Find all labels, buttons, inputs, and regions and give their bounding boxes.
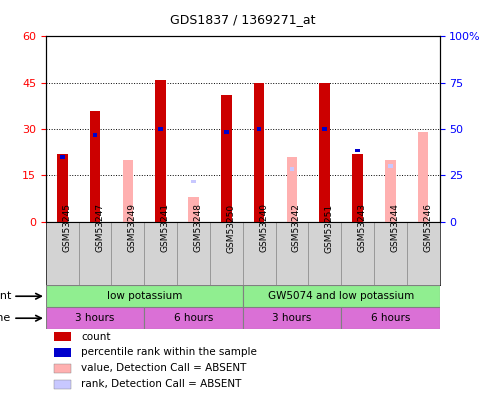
- Bar: [54, 348, 71, 357]
- Bar: [188, 197, 199, 222]
- Text: 6 hours: 6 hours: [174, 313, 213, 323]
- Text: GSM53241: GSM53241: [161, 203, 170, 252]
- Bar: [123, 160, 133, 222]
- Bar: [60, 155, 65, 159]
- Bar: [257, 127, 261, 131]
- Text: value, Detection Call = ABSENT: value, Detection Call = ABSENT: [81, 363, 247, 373]
- Text: GSM53245: GSM53245: [62, 203, 71, 252]
- Text: GSM53244: GSM53244: [390, 204, 399, 252]
- Text: agent: agent: [0, 291, 12, 301]
- Bar: [156, 80, 166, 222]
- Bar: [355, 149, 360, 152]
- Bar: [46, 307, 144, 329]
- Text: GSM53251: GSM53251: [325, 203, 334, 253]
- Bar: [341, 307, 440, 329]
- Text: GSM53246: GSM53246: [423, 203, 432, 252]
- Bar: [54, 364, 71, 373]
- Bar: [289, 167, 294, 171]
- Text: low potassium: low potassium: [107, 291, 182, 301]
- Text: GSM53248: GSM53248: [194, 203, 202, 252]
- Text: GDS1837 / 1369271_at: GDS1837 / 1369271_at: [170, 13, 315, 26]
- Text: GSM53243: GSM53243: [357, 203, 367, 252]
- Bar: [242, 285, 440, 307]
- Bar: [287, 157, 297, 222]
- Bar: [388, 164, 393, 168]
- Text: 3 hours: 3 hours: [75, 313, 115, 323]
- Text: GW5074 and low potassium: GW5074 and low potassium: [268, 291, 414, 301]
- Text: GSM53242: GSM53242: [292, 204, 301, 252]
- Text: GSM53247: GSM53247: [95, 203, 104, 252]
- Bar: [418, 132, 428, 222]
- Bar: [254, 83, 264, 222]
- Bar: [224, 130, 228, 134]
- Bar: [90, 111, 100, 222]
- Bar: [352, 154, 363, 222]
- Bar: [54, 380, 71, 389]
- Bar: [158, 127, 163, 131]
- Bar: [322, 127, 327, 131]
- Bar: [46, 285, 242, 307]
- Bar: [57, 154, 68, 222]
- Bar: [221, 95, 231, 222]
- Bar: [242, 307, 341, 329]
- Text: 3 hours: 3 hours: [272, 313, 312, 323]
- Text: count: count: [81, 332, 111, 341]
- Bar: [144, 307, 242, 329]
- Bar: [191, 180, 196, 183]
- Text: 6 hours: 6 hours: [370, 313, 410, 323]
- Text: GSM53240: GSM53240: [259, 203, 268, 252]
- Text: time: time: [0, 313, 12, 323]
- Bar: [385, 160, 396, 222]
- Bar: [319, 83, 330, 222]
- Text: GSM53250: GSM53250: [227, 203, 235, 253]
- Bar: [93, 133, 98, 137]
- Bar: [54, 332, 71, 341]
- Text: GSM53249: GSM53249: [128, 203, 137, 252]
- Text: percentile rank within the sample: percentile rank within the sample: [81, 347, 257, 358]
- Text: rank, Detection Call = ABSENT: rank, Detection Call = ABSENT: [81, 379, 242, 389]
